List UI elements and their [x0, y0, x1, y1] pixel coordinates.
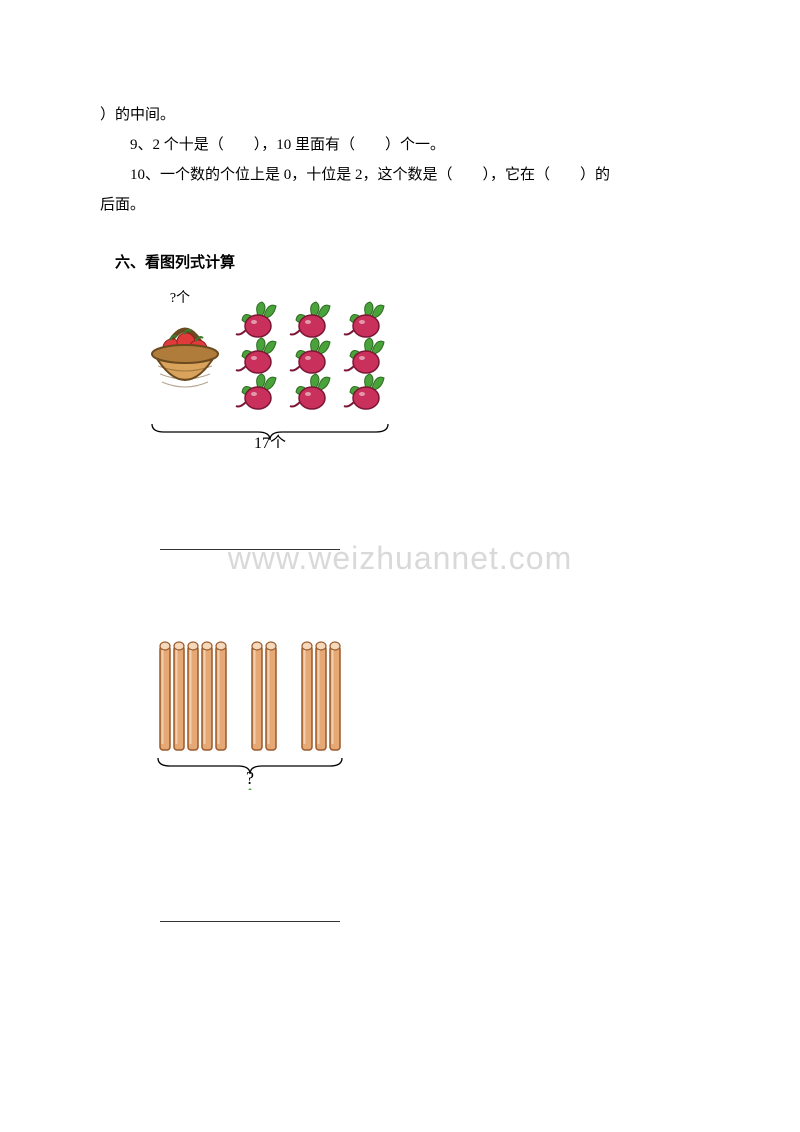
- page-body: ）的中间。 9、2 个十是（ ），10 里面有（ ）个一。 10、一个数的个位上…: [0, 0, 800, 922]
- text-line-3: 10、一个数的个位上是 0，十位是 2，这个数是（ ），它在（ ）的: [100, 160, 700, 190]
- text-line-2: 9、2 个十是（ ），10 里面有（ ）个一。: [100, 130, 700, 160]
- svg-text:17个: 17个: [254, 434, 286, 448]
- svg-text:?个: ?个: [170, 290, 190, 306]
- figure-2: ?: [150, 630, 430, 801]
- text-line-4: 后面。: [100, 190, 700, 220]
- figure-1: ?个 17个: [140, 288, 400, 459]
- svg-text:?: ?: [246, 768, 254, 788]
- section-6-title: 六、看图列式计算: [100, 248, 700, 278]
- figure-2-svg: ?: [150, 630, 430, 790]
- text-line-1: ）的中间。: [100, 100, 700, 130]
- answer-blank-2: [160, 921, 340, 922]
- answer-blank-1: [160, 549, 340, 550]
- figure-1-svg: ?个 17个: [140, 288, 400, 448]
